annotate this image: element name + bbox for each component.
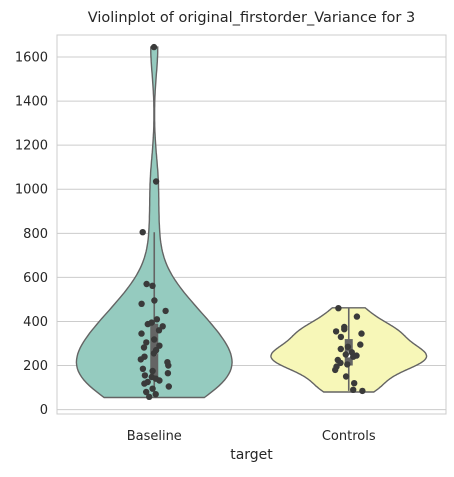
data-point — [146, 393, 153, 400]
data-point — [162, 307, 169, 315]
data-point — [141, 380, 148, 387]
data-point — [153, 316, 161, 323]
y-tick-label: 200 — [23, 359, 48, 374]
data-point — [143, 280, 150, 288]
data-point — [144, 320, 151, 328]
data-point — [155, 327, 163, 334]
data-point — [332, 366, 339, 374]
y-tick-label: 0 — [40, 403, 48, 418]
strip-points — [137, 43, 366, 400]
data-point — [140, 344, 148, 351]
chart-title: Violinplot of original_firstorder_Varian… — [88, 10, 415, 26]
x-tick-labels: Baseline Controls — [127, 429, 376, 444]
data-point — [165, 362, 172, 369]
x-axis-label: target — [230, 447, 273, 463]
data-point — [353, 313, 361, 320]
data-point — [149, 282, 156, 289]
data-point — [335, 305, 342, 312]
x-tick-label: Baseline — [127, 429, 182, 444]
plot-frame — [56, 34, 447, 415]
data-point — [341, 326, 348, 333]
data-point — [137, 356, 144, 363]
data-point — [139, 365, 147, 372]
data-point — [358, 330, 365, 337]
data-point — [350, 353, 357, 360]
data-point — [351, 380, 358, 387]
y-tick-label: 800 — [23, 227, 48, 242]
data-point — [342, 373, 350, 380]
y-tick-label: 1000 — [15, 183, 48, 198]
data-point — [139, 229, 146, 236]
y-tick-label: 1600 — [15, 51, 48, 66]
data-point — [342, 351, 349, 358]
data-point — [149, 367, 156, 375]
data-point — [138, 300, 145, 307]
data-point — [151, 336, 158, 343]
data-point — [141, 372, 149, 379]
data-point — [143, 339, 150, 346]
data-point — [344, 343, 352, 350]
x-tick-label: Controls — [322, 429, 376, 444]
data-point — [332, 328, 340, 335]
data-point — [150, 350, 158, 357]
data-point — [143, 388, 150, 396]
y-tick-labels: 0 200 400 600 800 1000 1200 1400 1600 — [15, 51, 48, 419]
data-point — [152, 178, 160, 185]
data-point — [337, 345, 344, 353]
y-tick-label: 600 — [23, 271, 48, 286]
y-tick-label: 1400 — [15, 95, 48, 110]
data-point — [156, 377, 163, 384]
data-point — [350, 386, 357, 393]
data-point — [359, 387, 366, 395]
y-tick-label: 400 — [23, 315, 48, 330]
y-tick-label: 1200 — [15, 139, 48, 154]
data-point — [344, 361, 351, 368]
data-point — [357, 341, 364, 348]
data-point — [151, 297, 158, 304]
data-point — [150, 43, 158, 51]
data-point — [165, 383, 172, 390]
data-point — [152, 391, 159, 398]
data-point — [149, 385, 156, 392]
data-point — [164, 370, 172, 377]
data-point — [138, 330, 145, 337]
data-point — [337, 333, 345, 341]
violins — [75, 46, 428, 399]
data-point — [156, 342, 163, 349]
